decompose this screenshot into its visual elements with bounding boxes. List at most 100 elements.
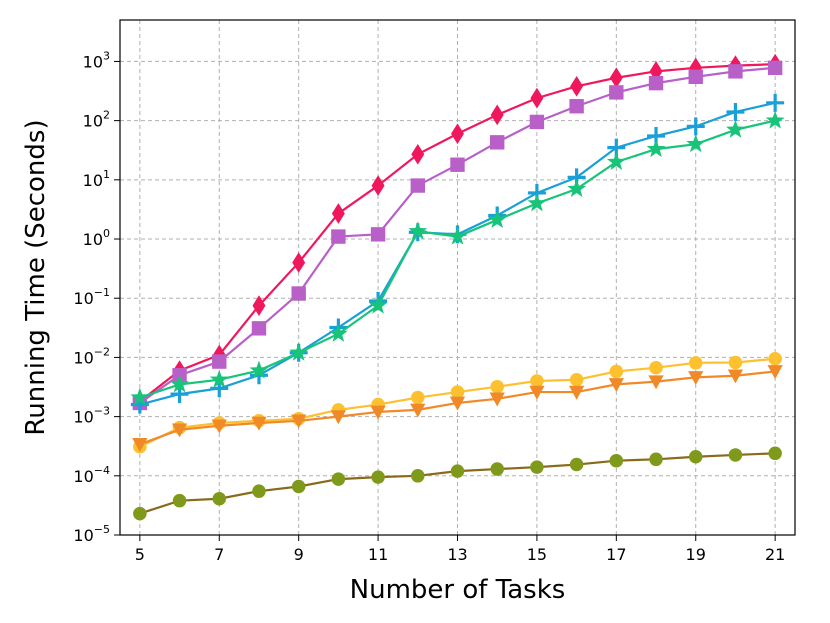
diamond-marker [451, 123, 464, 145]
triangle-down-marker [648, 375, 664, 390]
circle-marker [569, 372, 584, 387]
plus-marker [726, 102, 745, 121]
triangle-down-marker [410, 403, 426, 418]
y-tick-label: 102 [83, 109, 110, 131]
x-tick-label: 17 [606, 545, 626, 564]
circle-marker [609, 364, 624, 379]
triangle-down-marker [251, 416, 267, 431]
circle-marker [688, 356, 703, 370]
triangle-down-marker [171, 423, 188, 438]
square-marker [688, 69, 703, 85]
diamond-marker [371, 175, 385, 196]
circle-marker [371, 470, 385, 484]
circle-marker [411, 469, 425, 483]
circle-marker [530, 374, 544, 388]
triangle-down-marker [568, 385, 585, 400]
y-tick-label: 10−5 [73, 523, 110, 545]
x-tick-label: 13 [447, 545, 467, 564]
star-marker [765, 110, 785, 129]
circle-marker [609, 453, 624, 468]
triangle-down-marker [688, 371, 704, 386]
triangle-down-marker [529, 385, 545, 400]
circle-marker [212, 491, 227, 506]
x-tick-label: 21 [765, 545, 785, 564]
x-tick-label: 9 [294, 545, 304, 564]
x-axis-title: Number of Tasks [350, 575, 566, 605]
series-6 [132, 365, 783, 452]
circle-marker [331, 472, 346, 486]
y-tick-label: 10−2 [73, 345, 110, 367]
y-axis-title: Running Time (Seconds) [21, 119, 51, 435]
star-marker [606, 152, 626, 171]
circle-marker [172, 493, 187, 508]
star-marker [170, 374, 189, 393]
triangle-down-marker [211, 419, 227, 434]
y-tick-label: 103 [83, 49, 110, 71]
star-marker [209, 369, 229, 388]
star-marker [726, 119, 745, 138]
y-tick-label: 10−4 [73, 464, 110, 486]
y-tick-label: 100 [83, 227, 110, 249]
diamond-marker [609, 67, 623, 89]
square-marker [609, 85, 624, 100]
plus-marker [686, 117, 705, 136]
triangle-down-marker [767, 365, 783, 380]
plus-marker [766, 93, 785, 112]
triangle-down-marker [132, 438, 148, 452]
circle-marker [133, 506, 147, 521]
square-marker [728, 64, 743, 79]
circle-marker [728, 448, 743, 462]
star-marker [289, 342, 309, 361]
square-marker [490, 135, 505, 150]
triangle-down-marker [608, 378, 624, 393]
circle-marker [728, 355, 743, 370]
square-marker [331, 229, 346, 244]
circle-marker [768, 351, 782, 366]
square-marker [410, 178, 425, 193]
circle-marker [490, 462, 504, 476]
square-marker [450, 157, 465, 172]
diamond-marker [570, 75, 584, 97]
triangle-down-marker [370, 405, 386, 420]
axis-ticks: 5 7 9 11 13 15 17 19 21 10−5 10−4 10−3 10−2 10−1 100 10… [73, 49, 785, 564]
triangle-down-marker [330, 410, 347, 425]
x-tick-label: 5 [135, 545, 145, 564]
circle-marker [291, 479, 306, 494]
triangle-down-marker [449, 396, 466, 411]
x-tick-label: 19 [686, 545, 706, 564]
series-7 [133, 446, 782, 521]
star-marker [328, 323, 348, 342]
diamond-marker [490, 104, 504, 126]
y-tick-label: 10−3 [73, 405, 110, 427]
star-marker [408, 221, 428, 240]
circle-marker [569, 457, 584, 472]
diamond-marker [331, 203, 345, 224]
circle-marker [649, 360, 663, 375]
series-layer [130, 53, 785, 521]
circle-marker [649, 452, 663, 467]
y-tick-label: 10−1 [73, 286, 110, 308]
circle-marker [450, 464, 465, 478]
square-marker [529, 114, 545, 130]
square-marker [212, 354, 227, 369]
circle-marker [530, 460, 544, 474]
star-marker [130, 387, 150, 406]
square-marker [370, 227, 386, 242]
triangle-down-marker [489, 392, 505, 407]
star-marker [368, 295, 388, 314]
diamond-marker [411, 143, 425, 165]
diamond-marker [530, 87, 544, 109]
star-marker [249, 360, 269, 379]
star-marker [448, 226, 467, 245]
square-marker [648, 75, 664, 91]
star-marker [567, 179, 587, 198]
y-tick-label: 101 [83, 168, 110, 190]
diamond-marker [292, 252, 306, 273]
star-marker [487, 210, 507, 228]
circle-marker [252, 484, 266, 498]
square-marker [291, 286, 306, 301]
circle-marker [688, 449, 703, 464]
x-tick-label: 15 [527, 545, 547, 564]
circle-marker [450, 385, 465, 399]
